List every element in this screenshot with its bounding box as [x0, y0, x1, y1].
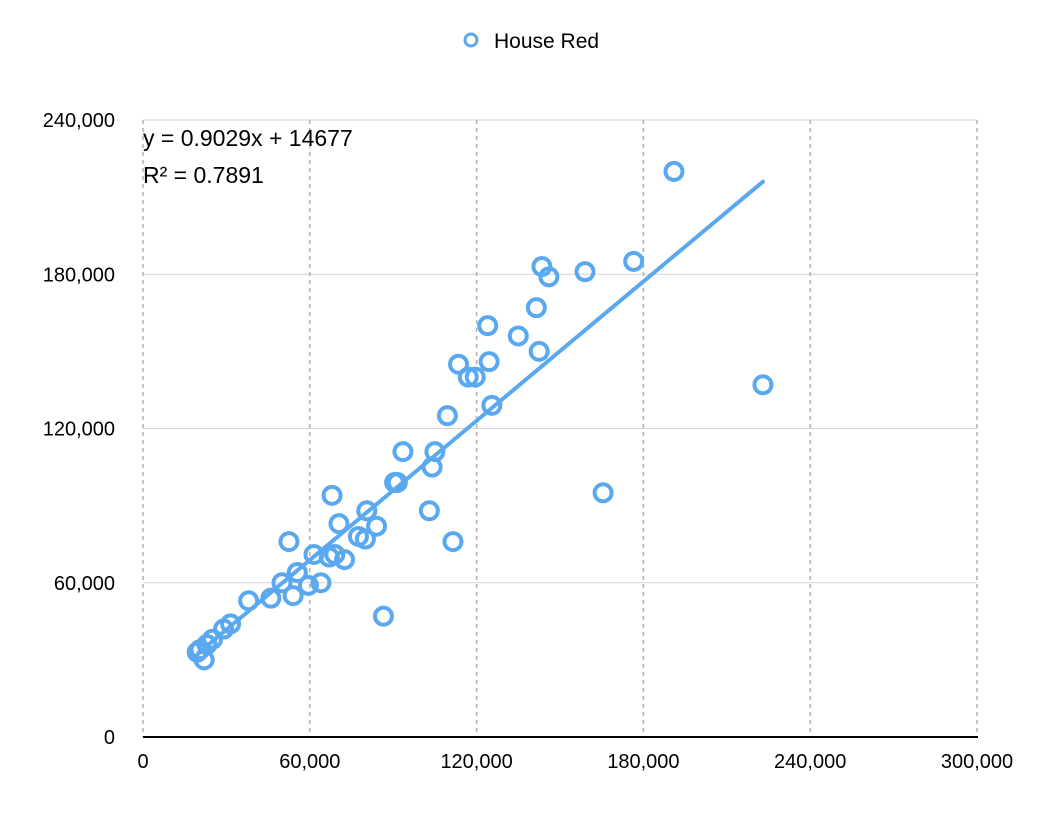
- data-point: [310, 572, 332, 594]
- r-squared-text: R² = 0.7891: [143, 162, 264, 188]
- data-point: [202, 628, 223, 650]
- data-point: [366, 515, 388, 537]
- data-point: [418, 500, 440, 522]
- data-point: [448, 353, 470, 375]
- data-point: [282, 585, 304, 607]
- data-point: [464, 366, 486, 388]
- y-tick-label: 180,000: [43, 264, 115, 286]
- data-point: [297, 574, 319, 596]
- legend-label: House Red: [494, 30, 599, 53]
- data-point: [457, 366, 479, 388]
- x-tick-label: 180,000: [607, 751, 679, 773]
- x-tick-label: 60,000: [279, 751, 340, 773]
- data-point: [392, 441, 414, 463]
- data-point: [442, 531, 464, 553]
- data-point: [238, 590, 260, 612]
- data-point: [477, 315, 499, 337]
- legend-marker: [463, 32, 479, 48]
- data-point: [436, 405, 458, 427]
- legend: House Red: [463, 30, 599, 53]
- data-point: [574, 261, 596, 283]
- data-point: [525, 297, 547, 319]
- data-point: [220, 613, 242, 635]
- data-point: [752, 374, 774, 396]
- data-point: [278, 531, 300, 553]
- data-point: [663, 160, 685, 182]
- data-point: [424, 441, 446, 463]
- x-tick-label: 0: [137, 751, 148, 773]
- data-point: [354, 528, 376, 550]
- data-point: [321, 484, 343, 506]
- labels-layer: 0 60,000 120,000 180,000 240,000 0 60,000 120,0…: [43, 110, 1013, 773]
- data-point: [328, 513, 350, 535]
- y-tick-label: 120,000: [43, 419, 115, 441]
- trendline-layer: [196, 179, 765, 655]
- data-point: [286, 561, 308, 583]
- x-tick-label: 300,000: [941, 751, 1013, 773]
- data-point: [271, 572, 293, 594]
- data-point: [478, 351, 500, 373]
- data-point: [386, 471, 408, 493]
- y-tick-label: 240,000: [43, 110, 115, 132]
- points-layer: [186, 160, 774, 671]
- y-tick-label: 0: [104, 727, 115, 749]
- data-point: [334, 549, 356, 571]
- grid-layer: [142, 119, 978, 737]
- trendline-equation: y = 0.9029x + 14677 R² = 0.7891: [143, 125, 353, 188]
- y-tick-label: 60,000: [54, 573, 115, 595]
- data-point: [260, 587, 282, 609]
- equation-text: y = 0.9029x + 14677: [143, 125, 353, 151]
- data-point: [481, 394, 503, 416]
- data-point: [356, 500, 378, 522]
- trendline: [196, 179, 765, 655]
- data-point: [528, 340, 550, 362]
- data-point: [372, 605, 394, 627]
- x-tick-label: 240,000: [774, 751, 846, 773]
- data-point: [538, 266, 560, 288]
- data-point: [507, 325, 529, 347]
- data-point: [592, 482, 614, 504]
- data-point: [196, 633, 218, 655]
- data-point: [623, 250, 645, 272]
- x-tick-label: 120,000: [440, 751, 512, 773]
